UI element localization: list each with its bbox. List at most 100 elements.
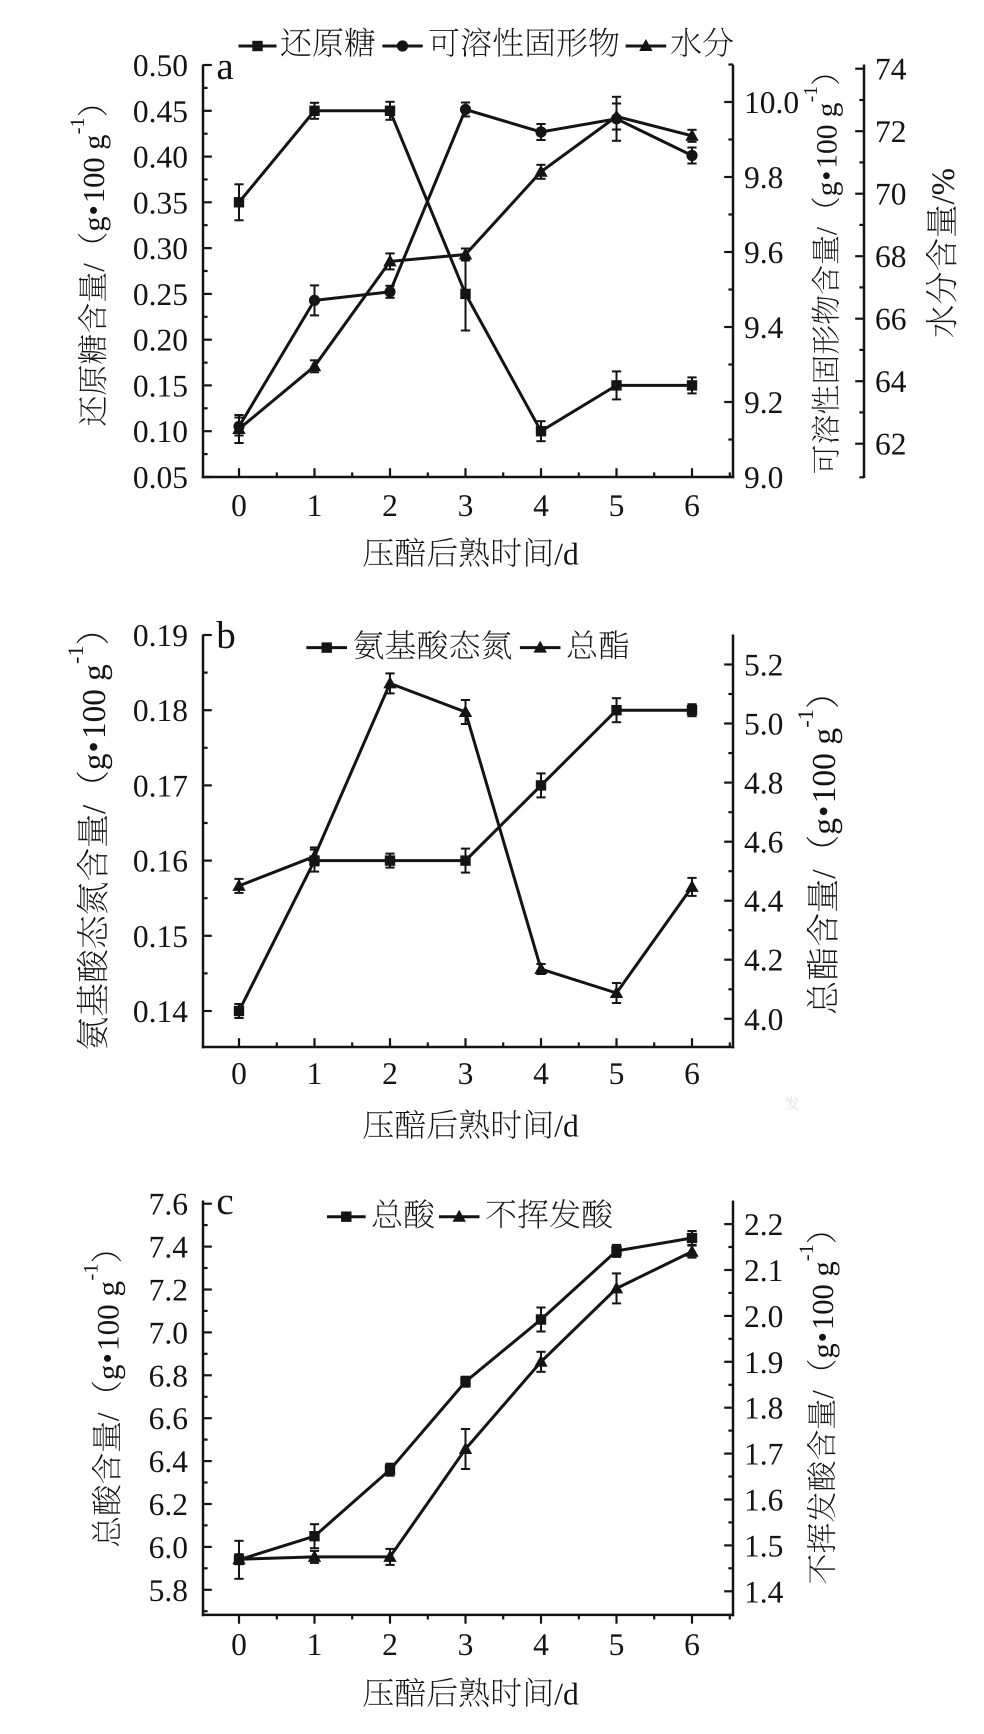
svg-text:0.15: 0.15 <box>133 919 188 954</box>
svg-text:0: 0 <box>231 1056 247 1091</box>
svg-text:g: g <box>806 1261 840 1276</box>
svg-text:1: 1 <box>307 1056 323 1091</box>
svg-text:1: 1 <box>307 1627 323 1662</box>
svg-text:c: c <box>216 1180 233 1223</box>
svg-text:100: 100 <box>805 753 842 803</box>
svg-text:68: 68 <box>875 239 907 274</box>
svg-text:3: 3 <box>458 488 474 523</box>
svg-text:5: 5 <box>609 1627 625 1662</box>
svg-text:6: 6 <box>684 488 700 523</box>
svg-text:g: g <box>75 664 112 681</box>
svg-text:-1: -1 <box>799 86 821 102</box>
svg-text:0.18: 0.18 <box>133 693 188 728</box>
svg-text:0.20: 0.20 <box>133 323 188 358</box>
svg-text:/d: /d <box>554 1676 579 1711</box>
svg-text:4.8: 4.8 <box>744 766 783 801</box>
svg-text:2.2: 2.2 <box>744 1207 783 1242</box>
svg-text:b: b <box>216 614 236 657</box>
svg-text:74: 74 <box>875 52 907 87</box>
svg-text:6.8: 6.8 <box>149 1358 188 1393</box>
svg-text:0.15: 0.15 <box>133 368 188 403</box>
svg-text:g: g <box>77 216 111 231</box>
svg-text:0.45: 0.45 <box>133 94 188 129</box>
svg-text:2: 2 <box>382 488 398 523</box>
svg-text:4.4: 4.4 <box>744 884 784 919</box>
svg-text:g: g <box>810 181 843 196</box>
svg-text:3: 3 <box>458 1627 474 1662</box>
svg-text:0.16: 0.16 <box>133 844 188 879</box>
svg-text:g: g <box>75 753 112 770</box>
svg-text:0.05: 0.05 <box>133 460 188 495</box>
svg-text:g: g <box>805 818 842 835</box>
svg-text:0.50: 0.50 <box>133 48 188 83</box>
svg-text:6: 6 <box>684 1056 700 1091</box>
svg-text:10.0: 10.0 <box>744 85 799 120</box>
svg-text:0.35: 0.35 <box>133 185 188 220</box>
svg-text:g: g <box>91 1281 126 1297</box>
svg-text:7.2: 7.2 <box>149 1273 188 1308</box>
svg-text:a: a <box>216 45 233 88</box>
svg-text:1: 1 <box>307 488 323 523</box>
svg-text:72: 72 <box>875 114 907 149</box>
svg-text:100: 100 <box>810 125 843 169</box>
svg-text:/: / <box>75 804 112 814</box>
svg-text:g: g <box>91 1364 126 1380</box>
svg-text:1.7: 1.7 <box>744 1437 783 1472</box>
svg-text:4: 4 <box>533 1627 549 1662</box>
svg-text:3: 3 <box>458 1056 474 1091</box>
svg-text:0: 0 <box>231 1627 247 1662</box>
svg-text:5.2: 5.2 <box>744 648 783 683</box>
svg-text:g: g <box>805 728 842 745</box>
svg-text:2: 2 <box>382 1627 398 1662</box>
svg-text:100: 100 <box>77 157 111 203</box>
svg-text:/%: /% <box>925 168 962 205</box>
svg-text:/: / <box>810 227 843 235</box>
svg-text:6.6: 6.6 <box>149 1401 188 1436</box>
svg-text:6.0: 6.0 <box>149 1530 188 1565</box>
svg-text:100: 100 <box>806 1284 840 1330</box>
svg-text:9.6: 9.6 <box>744 235 783 270</box>
svg-text:1.6: 1.6 <box>744 1483 783 1518</box>
svg-text:/: / <box>806 1390 840 1399</box>
svg-text:64: 64 <box>875 364 907 399</box>
svg-text:1.5: 1.5 <box>744 1528 783 1563</box>
svg-text:-1: -1 <box>65 117 88 134</box>
svg-text:5: 5 <box>609 488 625 523</box>
svg-text:0.40: 0.40 <box>133 140 188 175</box>
svg-text:g: g <box>806 1343 840 1358</box>
svg-text:/d: /d <box>554 536 579 571</box>
svg-text:-1: -1 <box>794 1244 817 1261</box>
svg-text:0: 0 <box>231 488 247 523</box>
svg-text:6.4: 6.4 <box>149 1444 189 1479</box>
svg-text:-1: -1 <box>793 709 819 728</box>
svg-text:62: 62 <box>875 427 907 462</box>
svg-text:9.2: 9.2 <box>744 385 783 420</box>
svg-text:-1: -1 <box>63 645 88 663</box>
svg-text:2: 2 <box>382 1056 398 1091</box>
svg-text:7.0: 7.0 <box>149 1315 188 1350</box>
svg-text:1.9: 1.9 <box>744 1345 783 1380</box>
svg-text:0.19: 0.19 <box>133 618 188 653</box>
svg-text:g: g <box>77 134 111 149</box>
svg-text:7.6: 7.6 <box>149 1187 188 1222</box>
svg-text:70: 70 <box>875 177 907 212</box>
svg-text:/: / <box>805 869 842 879</box>
svg-text:9.4: 9.4 <box>744 310 784 345</box>
svg-text:0.14: 0.14 <box>133 994 188 1029</box>
svg-text:2.1: 2.1 <box>744 1253 783 1288</box>
svg-text:1.8: 1.8 <box>744 1391 783 1426</box>
svg-text:5.8: 5.8 <box>149 1573 188 1608</box>
svg-text:6.2: 6.2 <box>149 1487 188 1522</box>
svg-text:0.17: 0.17 <box>133 768 188 803</box>
svg-text:2.0: 2.0 <box>744 1299 783 1334</box>
svg-text:1.4: 1.4 <box>744 1574 784 1609</box>
svg-text:0.30: 0.30 <box>133 231 188 266</box>
svg-text:6: 6 <box>684 1627 700 1662</box>
svg-text:100: 100 <box>75 689 112 739</box>
svg-text:/: / <box>77 263 111 272</box>
svg-text:100: 100 <box>91 1304 126 1351</box>
svg-text:g: g <box>810 102 843 117</box>
svg-text:4: 4 <box>533 1056 549 1091</box>
svg-text:4.2: 4.2 <box>744 943 783 978</box>
svg-text:5: 5 <box>609 1056 625 1091</box>
